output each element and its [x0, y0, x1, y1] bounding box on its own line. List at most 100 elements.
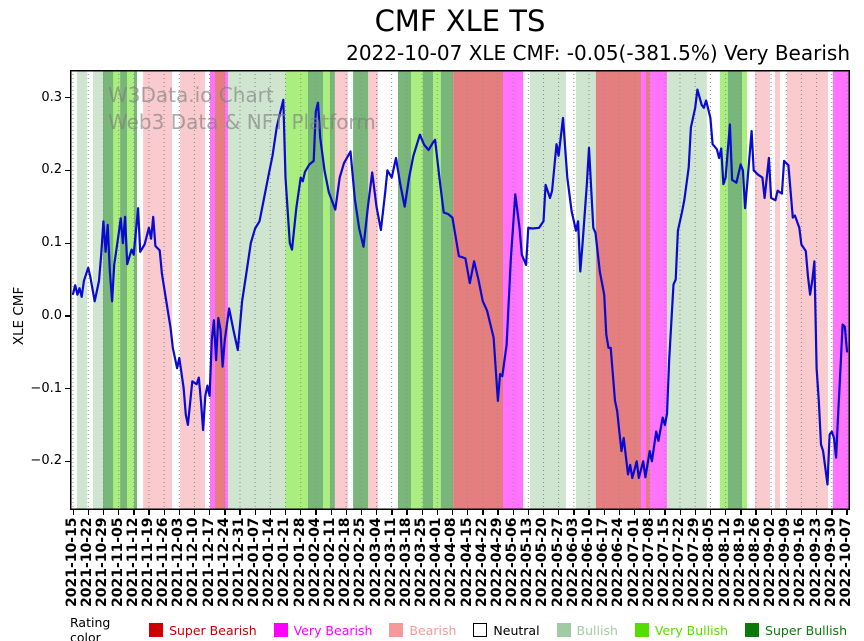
- x-tick-label: 2022-02-11: [322, 517, 338, 607]
- x-tick-label: 2022-06-24: [610, 517, 627, 607]
- rating-band-bearish: [755, 70, 770, 510]
- x-tick-label: 2022-01-28: [291, 517, 308, 607]
- rating-band-bearish: [180, 70, 205, 510]
- x-tick-mark: [755, 510, 757, 515]
- x-tick-mark: [284, 510, 287, 515]
- y-tick-label: 0.0: [41, 307, 62, 323]
- x-tick-mark: [770, 510, 772, 515]
- x-tick-label: 2021-11-26: [155, 517, 172, 607]
- rating-band-very_bearish: [225, 70, 228, 510]
- x-tick-mark: [816, 510, 818, 515]
- y-tick-mark: [65, 242, 70, 244]
- x-tick-label: 2022-04-15: [458, 517, 475, 607]
- x-tick-label: 2021-10-29: [94, 517, 111, 607]
- x-tick-label: 2022-05-13: [519, 517, 536, 607]
- rating-band-super_bearish: [215, 70, 225, 510]
- x-tick-label: 2022-04-01: [428, 517, 445, 607]
- x-tick-mark: [618, 510, 621, 515]
- rating-band-super_bullish: [120, 70, 127, 510]
- cmf-line: [71, 88, 849, 486]
- x-tick-label: 2022-03-25: [413, 517, 430, 607]
- y-tick-label: −0.2: [30, 453, 62, 469]
- x-tick-mark: [634, 510, 636, 515]
- x-tick-label: 2022-09-02: [762, 517, 779, 607]
- x-tick-mark: [254, 510, 256, 515]
- x-tick-mark: [148, 510, 150, 515]
- x-tick-label: 2022-01-14: [261, 517, 278, 607]
- y-tick-label: 0.3: [41, 89, 62, 105]
- x-tick-mark: [846, 510, 848, 515]
- x-tick-mark: [694, 510, 696, 515]
- x-tick-label: 2022-07-08: [640, 517, 657, 607]
- x-tick-mark: [163, 510, 165, 515]
- x-tick-label: 2022-05-27: [549, 517, 566, 607]
- rating-band-very_bearish: [649, 70, 667, 510]
- x-tick-mark: [269, 510, 272, 515]
- x-tick-label: 2022-09-30: [822, 517, 839, 607]
- x-tick-label: 2021-12-10: [185, 517, 202, 607]
- chart-title: CMF XLE TS: [374, 4, 546, 38]
- legend-item-bullish: Bullish: [556, 622, 618, 638]
- rating-band-super_bullish: [353, 70, 369, 510]
- legend-text-bullish: Bullish: [576, 622, 618, 638]
- x-tick-mark: [345, 510, 347, 515]
- rating-band-bearish: [334, 70, 348, 510]
- legend-text-very_bullish: Very Bullish: [654, 622, 729, 638]
- rating-band-super_bearish: [453, 70, 503, 510]
- x-tick-label: 2022-02-25: [352, 517, 369, 607]
- legend-item-bearish: Bearish: [389, 623, 456, 638]
- x-tick-mark: [300, 510, 302, 515]
- x-tick-mark: [118, 510, 120, 515]
- x-tick-mark: [785, 510, 788, 515]
- x-tick-mark: [391, 510, 393, 515]
- x-tick-mark: [679, 510, 681, 515]
- rating-band-very_bullish: [127, 70, 134, 510]
- legend-item-very_bullish: Very Bullish: [634, 622, 729, 638]
- x-tick-mark: [209, 510, 211, 515]
- x-tick-mark: [451, 510, 454, 515]
- x-tick-mark: [315, 510, 317, 515]
- x-tick-label: 2022-10-07: [837, 517, 854, 607]
- x-tick-label: 2021-12-03: [170, 517, 187, 607]
- x-tick-mark: [542, 510, 545, 515]
- x-tick-label: 2022-04-29: [488, 517, 505, 607]
- rating-band-very_bullish: [411, 70, 423, 510]
- rating-band-very_bearish: [641, 70, 646, 510]
- x-tick-mark: [725, 510, 727, 515]
- rating-band-super_bullish: [398, 70, 411, 510]
- legend-swatch-bearish: [389, 623, 404, 637]
- legend-swatch-neutral: [473, 623, 488, 637]
- x-tick-label: 2022-06-10: [579, 517, 596, 607]
- y-tick-mark: [65, 388, 70, 390]
- x-tick-label: 2022-09-16: [792, 517, 809, 607]
- rating-band-very_bearish: [832, 70, 850, 510]
- legend-swatch-bullish: [556, 623, 571, 637]
- rating-band-super_bullish: [329, 70, 335, 510]
- rating-band-super_bullish: [103, 70, 114, 510]
- x-tick-label: 2022-06-03: [564, 517, 581, 607]
- x-tick-mark: [497, 510, 499, 515]
- x-tick-mark: [603, 510, 605, 515]
- x-tick-label: 2022-08-26: [746, 517, 763, 607]
- x-tick-mark: [573, 510, 575, 515]
- x-tick-label: 2022-05-20: [534, 517, 551, 607]
- x-tick-label: 2022-02-18: [337, 517, 354, 607]
- x-tick-mark: [133, 510, 135, 515]
- rating-band-very_bearish: [210, 70, 215, 510]
- legend-swatch-super_bullish: [745, 623, 760, 637]
- chart-subtitle: 2022-10-07 XLE CMF: -0.05(-381.5%) Very …: [346, 41, 850, 65]
- x-tick-label: 2022-03-11: [382, 517, 399, 607]
- legend-item-super_bullish: Super Bullish: [745, 623, 847, 638]
- x-tick-mark: [467, 510, 469, 515]
- x-tick-label: 2022-06-17: [595, 517, 612, 607]
- x-tick-mark: [512, 510, 514, 515]
- x-tick-label: 2021-11-12: [124, 517, 141, 607]
- y-tick-mark: [65, 169, 70, 172]
- x-tick-mark: [740, 510, 742, 515]
- x-tick-mark: [239, 510, 241, 515]
- rating-band-very_bullish: [113, 70, 120, 510]
- x-tick-label: 2021-12-24: [215, 517, 232, 607]
- rating-band-bearish: [143, 70, 173, 510]
- x-tick-mark: [178, 510, 181, 515]
- x-tick-label: 2022-02-04: [306, 517, 323, 607]
